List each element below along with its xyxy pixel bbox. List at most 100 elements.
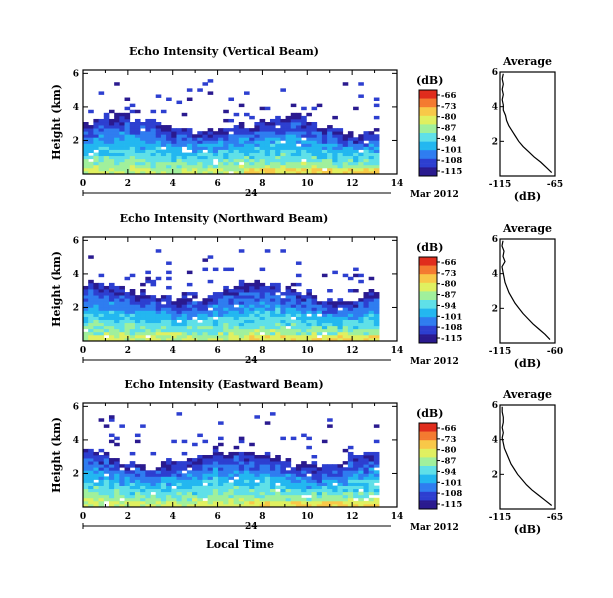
heatmap-cell <box>353 337 359 342</box>
heatmap-cell <box>181 298 188 302</box>
heatmap-cell <box>264 331 271 336</box>
heatmap-cell <box>264 479 271 483</box>
heatmap-cell <box>306 491 312 496</box>
heatmap-cell <box>249 167 255 172</box>
heatmap-cell <box>108 167 115 172</box>
heatmap-cell <box>98 455 105 459</box>
heatmap-cell <box>306 334 312 339</box>
heatmap-cell <box>186 301 193 305</box>
heatmap-cell <box>181 451 188 456</box>
heatmap-cell <box>368 131 375 135</box>
heatmap-cell <box>316 170 323 175</box>
heatmap-cell <box>347 467 354 471</box>
heatmap-cell <box>264 334 271 339</box>
heatmap-cell <box>140 167 146 172</box>
heatmap-cell <box>306 337 312 342</box>
heatmap-cell <box>119 313 125 317</box>
heatmap-cell <box>181 494 188 499</box>
heatmap-cell <box>353 488 359 493</box>
heatmap-cell <box>316 307 323 311</box>
heatmap-cell <box>129 164 136 169</box>
heatmap-cell <box>238 103 245 108</box>
heatmap-cell <box>285 482 292 486</box>
heatmap-cell <box>228 295 235 299</box>
heatmap-cell <box>254 128 260 132</box>
heatmap-cell <box>358 279 364 284</box>
heatmap-cell <box>337 328 344 333</box>
heatmap-cell <box>347 479 354 483</box>
heatmap-cell <box>108 418 115 422</box>
heatmap-cell <box>192 485 198 490</box>
heatmap-cell <box>160 140 167 144</box>
heatmap-cell <box>150 482 157 486</box>
heatmap-cell <box>238 494 245 499</box>
heatmap-cell <box>114 442 120 447</box>
heatmap-cell <box>176 494 183 499</box>
heatmap-cell <box>145 307 151 311</box>
heatmap-cell <box>124 158 131 163</box>
heatmap-cell <box>207 491 214 496</box>
heatmap-cell <box>342 497 349 502</box>
heatmap-cell <box>254 143 260 147</box>
heatmap-cell <box>145 337 151 342</box>
heatmap-cell <box>269 125 276 129</box>
heatmap-cell <box>202 476 209 480</box>
heatmap-cell <box>327 497 333 502</box>
heatmap-cell <box>160 473 167 477</box>
heatmap-cell <box>98 289 105 293</box>
heatmap-cell <box>321 313 328 317</box>
heatmap-cell <box>244 158 250 163</box>
heatmap-cell <box>342 146 349 150</box>
average-x-label: (dB) <box>514 357 541 370</box>
heatmap-cell <box>316 149 323 153</box>
heatmap-cell <box>192 310 198 314</box>
heatmap-cell <box>150 307 157 311</box>
heatmap-cell <box>264 161 271 166</box>
heatmap-cell <box>140 479 146 483</box>
heatmap-cell <box>83 307 89 311</box>
heatmap-cell <box>233 470 240 474</box>
heatmap-cell <box>353 316 359 320</box>
heatmap-cell <box>332 497 338 502</box>
heatmap-cell <box>254 161 260 166</box>
heatmap-cell <box>140 500 146 505</box>
heatmap-cell <box>155 161 162 166</box>
average-title: Average <box>502 222 552 235</box>
heatmap-cell <box>316 337 323 342</box>
heatmap-cell <box>176 482 183 486</box>
heatmap-cell <box>223 140 229 144</box>
heatmap-cell <box>301 149 307 153</box>
heatmap-cell <box>197 313 203 317</box>
heatmap-cell <box>83 479 89 483</box>
heatmap-cell <box>212 448 219 453</box>
heatmap-cell <box>155 325 162 330</box>
heatmap-cell <box>316 325 323 330</box>
heatmap-cell <box>218 458 224 462</box>
heatmap-cell <box>129 143 136 147</box>
colorbar-segment <box>419 272 437 275</box>
heatmap-cell <box>373 97 380 101</box>
heatmap-cell <box>290 485 297 490</box>
heatmap-cell <box>363 149 370 153</box>
heatmap-cell <box>244 149 250 153</box>
heatmap-cell <box>368 470 375 474</box>
heatmap-cell <box>176 479 183 483</box>
heatmap-cell <box>134 494 141 499</box>
heatmap-cell <box>342 322 349 327</box>
heatmap-cell <box>108 118 115 123</box>
heatmap-cell <box>249 134 255 138</box>
heatmap-cell <box>342 161 349 166</box>
heatmap-cell <box>192 467 198 471</box>
heatmap-cell <box>238 436 245 441</box>
heatmap-cell <box>218 467 224 471</box>
heatmap-cell <box>327 334 333 339</box>
average-y-tick-label: 2 <box>492 137 498 147</box>
heatmap-cell <box>218 455 224 459</box>
heatmap-cell <box>254 325 260 330</box>
heatmap-cell <box>295 331 302 336</box>
heatmap-cell <box>212 482 219 486</box>
heatmap-cell <box>280 479 286 483</box>
heatmap-cell <box>332 152 338 157</box>
average-title: Average <box>502 55 552 68</box>
heatmap-cell <box>207 485 214 490</box>
